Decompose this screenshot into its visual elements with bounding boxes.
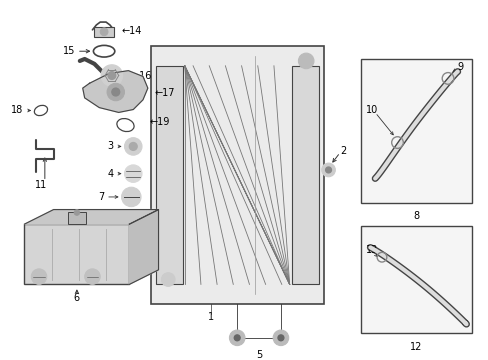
Text: 8: 8: [412, 211, 419, 221]
Text: 9: 9: [457, 62, 463, 72]
Circle shape: [124, 165, 142, 183]
Circle shape: [108, 72, 116, 80]
Circle shape: [124, 138, 142, 155]
Bar: [24, 224, 129, 284]
Text: 1: 1: [208, 312, 214, 323]
Circle shape: [278, 335, 283, 341]
Text: ←16: ←16: [131, 71, 151, 81]
Circle shape: [84, 269, 100, 284]
Text: 13: 13: [365, 246, 377, 255]
Circle shape: [325, 167, 331, 173]
Text: 7: 7: [98, 192, 104, 202]
Circle shape: [273, 330, 288, 346]
Circle shape: [112, 88, 120, 96]
Circle shape: [101, 65, 122, 86]
Circle shape: [229, 330, 244, 346]
Bar: [360, 59, 471, 203]
Bar: [360, 226, 471, 333]
Circle shape: [31, 269, 47, 284]
Text: 2: 2: [340, 145, 346, 156]
Text: 6: 6: [74, 293, 80, 303]
Text: 12: 12: [409, 342, 422, 352]
Text: ←17: ←17: [154, 88, 175, 98]
Text: 5: 5: [255, 350, 262, 360]
Bar: [68, 212, 85, 224]
Circle shape: [298, 53, 313, 69]
Polygon shape: [24, 210, 158, 224]
Bar: [291, 66, 318, 284]
Circle shape: [161, 273, 175, 286]
Circle shape: [74, 210, 80, 215]
Text: 10: 10: [365, 105, 377, 116]
Text: 11: 11: [35, 180, 47, 190]
Polygon shape: [82, 71, 147, 112]
Polygon shape: [129, 210, 158, 284]
Circle shape: [100, 28, 108, 36]
Text: 18: 18: [11, 105, 23, 116]
Text: 3: 3: [107, 141, 114, 152]
Circle shape: [107, 83, 124, 101]
Text: 15: 15: [62, 46, 75, 56]
Circle shape: [321, 163, 335, 177]
Bar: [94, 27, 114, 37]
Text: ←19: ←19: [149, 117, 170, 127]
Circle shape: [122, 187, 141, 207]
Bar: [155, 66, 183, 284]
Bar: [150, 46, 323, 304]
Text: 4: 4: [107, 168, 114, 179]
Circle shape: [129, 143, 137, 150]
Circle shape: [234, 335, 240, 341]
Text: ←14: ←14: [122, 26, 142, 36]
